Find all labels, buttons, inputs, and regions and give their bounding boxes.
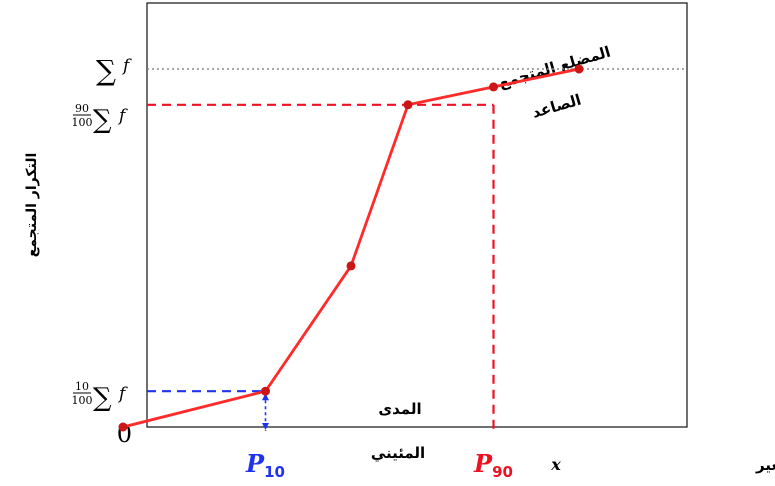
curve-label-line1: المضلع المتجمع xyxy=(497,43,613,92)
y-tick-10-percent: 10 100 ∑ f xyxy=(72,380,129,413)
p10-label: P10 xyxy=(245,449,285,481)
range-label-line2: المئيني xyxy=(371,444,425,462)
plot-frame xyxy=(146,2,688,428)
ogive-line xyxy=(122,67,580,429)
y-tick-90-den: 100 xyxy=(72,116,93,129)
percentile-markers: P10 P90 xyxy=(245,449,513,481)
y-tick-90-percent: 90 100 ∑ f xyxy=(72,102,129,135)
p90-label: P90 xyxy=(473,449,513,481)
ogive-curve-layer xyxy=(118,64,584,432)
p10-arrow-up xyxy=(262,393,269,401)
y-tick-10-sum: ∑ xyxy=(93,383,112,413)
y-tick-total-sum: ∑ xyxy=(96,54,116,87)
ogive-point-2 xyxy=(261,386,270,396)
x-axis-label: الحدود الدنيا لفئات المتغير xyxy=(755,456,775,474)
ogive-point-5 xyxy=(489,82,498,92)
ogive-point-4 xyxy=(403,100,413,110)
p10-arrow-down xyxy=(262,423,269,430)
y-tick-10-den: 100 xyxy=(72,394,93,407)
y-tick-90-sum: ∑ xyxy=(93,105,112,135)
x-axis-variable: x xyxy=(550,455,561,474)
ogive-point-3 xyxy=(346,261,356,271)
y-axis-label: التكرار المتجمع xyxy=(24,153,40,258)
curve-label-line2: الصاعد xyxy=(530,91,583,122)
range-label-line1: المدى xyxy=(378,400,421,418)
y-tick-total-f: f xyxy=(121,56,132,76)
ogive-point-6 xyxy=(574,64,584,74)
y-tick-90-f: f xyxy=(117,106,128,126)
y-tick-10-num: 10 xyxy=(75,380,89,393)
guide-lines xyxy=(147,68,687,433)
y-tick-90-num: 90 xyxy=(75,102,89,115)
y-tick-total: ∑ f xyxy=(96,54,132,87)
y-tick-10-f: f xyxy=(117,384,128,404)
ogive-point-1 xyxy=(118,422,128,432)
